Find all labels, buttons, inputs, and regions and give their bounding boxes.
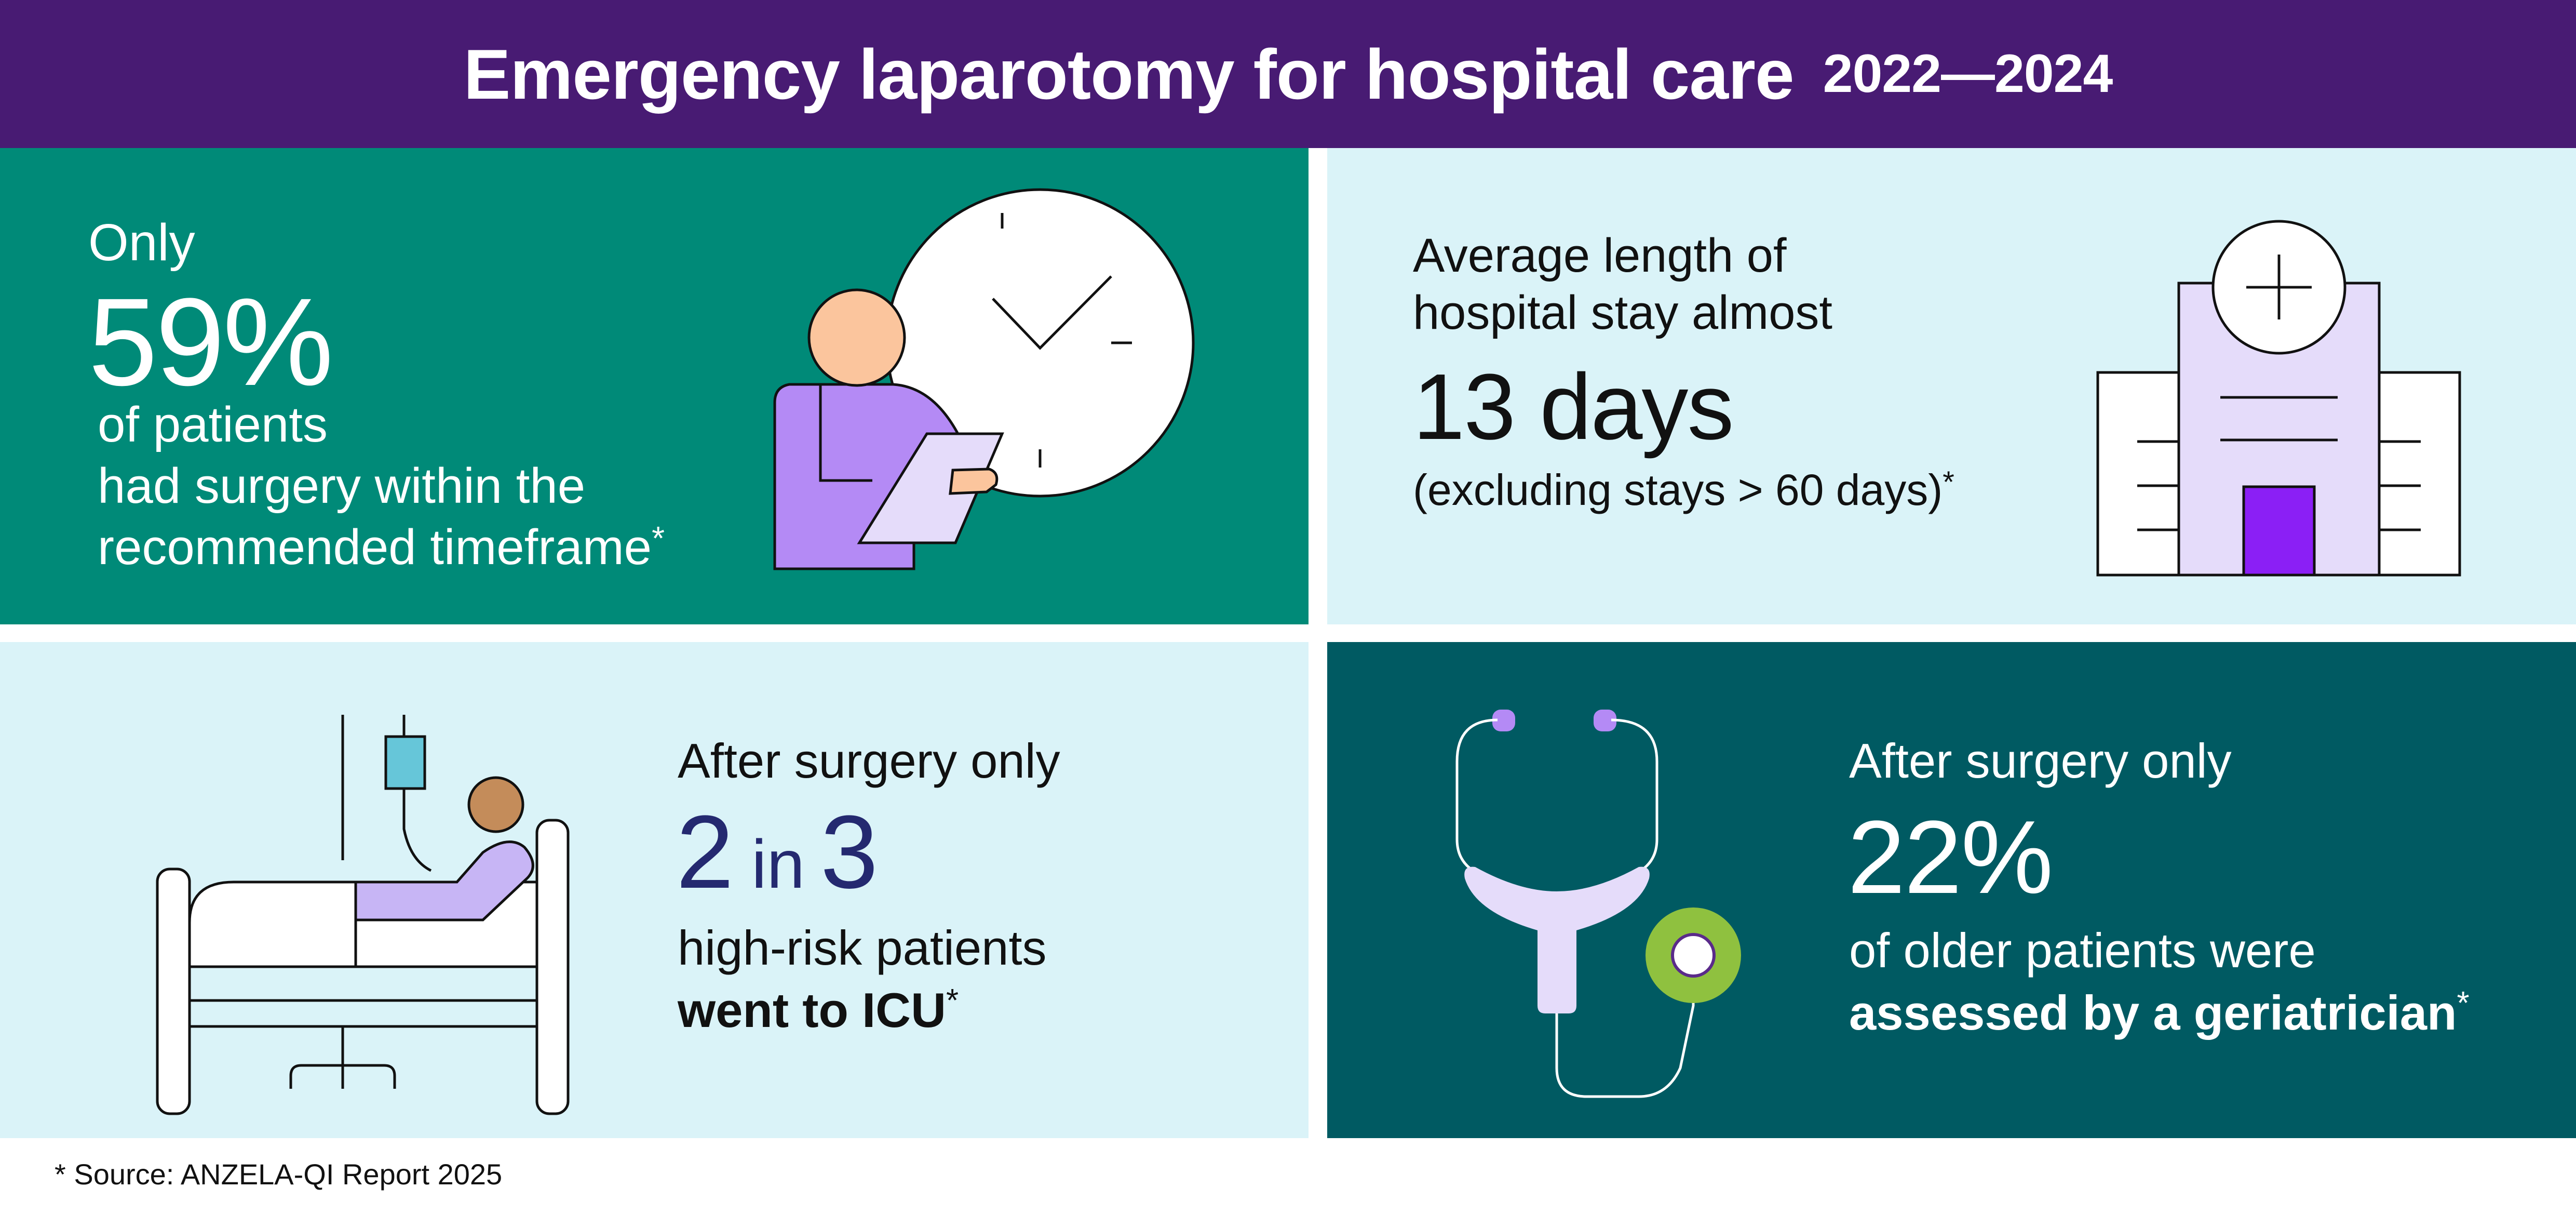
icu-line2: went to ICU* xyxy=(678,983,959,1037)
timing-stat: 59% xyxy=(88,272,333,411)
panel-icu: After surgery only 2 in 3 high-risk patien… xyxy=(0,642,1309,1138)
timing-line2: had surgery within the xyxy=(98,458,586,514)
panel-length-of-stay: Average length of hospital stay almost 1… xyxy=(1327,148,2576,624)
person-with-clock-icon xyxy=(773,188,1195,570)
header-banner: Emergency laparotomy for hospital care 2… xyxy=(0,0,2576,148)
geri-line2: assessed by a geriatrician* xyxy=(1849,985,2470,1040)
icu-lead: After surgery only xyxy=(678,733,1060,788)
timing-lead: Only xyxy=(88,213,195,272)
page-title: Emergency laparotomy for hospital care xyxy=(463,34,1795,114)
icu-stat: 2 in 3 xyxy=(676,794,879,910)
panel-geriatrician: After surgery only 22% of older patients… xyxy=(1327,642,2576,1138)
stay-note: (excluding stays > 60 days)* xyxy=(1413,465,1954,514)
stay-line2: hospital stay almost xyxy=(1413,286,1832,339)
stay-stat: 13 days xyxy=(1413,355,1734,459)
geri-line1: of older patients were xyxy=(1849,923,2316,978)
source-footnote: * Source: ANZELA-QI Report 2025 xyxy=(55,1158,503,1191)
hospital-building-icon xyxy=(2096,220,2461,577)
panel-surgery-timing: Only 59% of patients had surgery within … xyxy=(0,148,1309,624)
stay-line1: Average length of xyxy=(1413,229,1787,282)
geri-stat: 22% xyxy=(1847,799,2053,915)
icu-line1: high-risk patients xyxy=(678,920,1047,975)
timing-line3: recommended timeframe* xyxy=(98,519,665,575)
page-years: 2022—2024 xyxy=(1823,44,2113,104)
patient-in-bed-icon xyxy=(156,715,570,1115)
timing-line1: of patients xyxy=(98,397,328,452)
geri-lead: After surgery only xyxy=(1849,733,2232,788)
stethoscope-icon xyxy=(1455,710,1741,1098)
